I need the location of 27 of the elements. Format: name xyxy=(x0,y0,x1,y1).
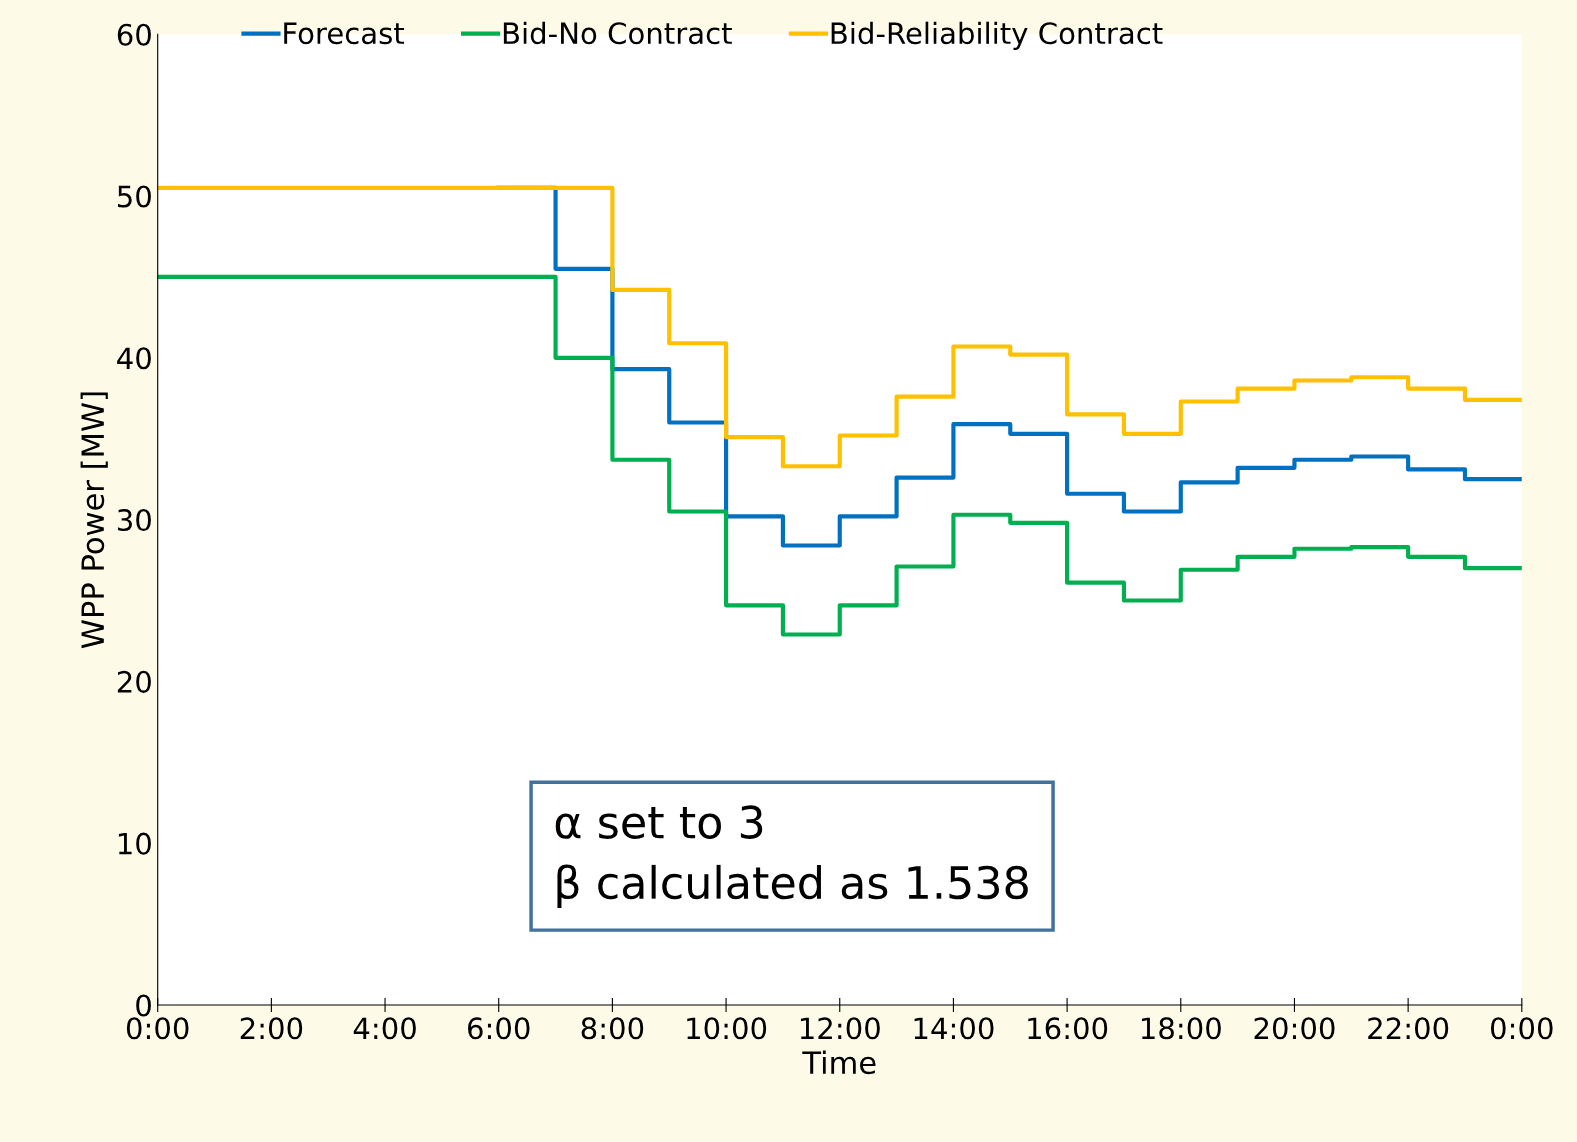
x-tick-label: 0:00 xyxy=(1490,1017,1553,1040)
y-tick-label: 0 xyxy=(136,994,151,1017)
x-tick-label: 2:00 xyxy=(240,1017,303,1040)
x-tick-label: 6:00 xyxy=(468,1017,530,1040)
x-tick-label: 16:00 xyxy=(1028,1017,1108,1040)
x-tick-label: 8:00 xyxy=(581,1017,644,1040)
y-tick-label: 20 xyxy=(117,670,151,693)
x-tick-label: 14:00 xyxy=(914,1017,994,1040)
x-tick-label: 18:00 xyxy=(1141,1017,1221,1040)
x-axis-title: Time xyxy=(802,1050,876,1075)
y-tick-label: 30 xyxy=(117,509,151,532)
y-tick-label: 60 xyxy=(117,23,151,46)
legend-label: Bid-Reliability Contract xyxy=(831,21,1163,50)
x-tick-label: 22:00 xyxy=(1368,1017,1449,1040)
x-tick-label: 0:00 xyxy=(126,1017,189,1040)
y-axis-title: WPP Power [MW] xyxy=(80,392,108,649)
y-tick-label: 10 xyxy=(118,832,151,855)
annotation: α set to 3 xyxy=(555,805,763,839)
x-tick-label: 20:00 xyxy=(1254,1017,1335,1040)
x-tick-label: 4:00 xyxy=(353,1017,416,1040)
x-tick-label: 10:00 xyxy=(687,1017,767,1040)
y-tick-label: 40 xyxy=(117,347,151,370)
legend-label: Forecast xyxy=(284,22,405,45)
y-tick-label: 50 xyxy=(117,185,151,208)
x-tick-label: 12:00 xyxy=(800,1017,880,1040)
legend-label: Bid-No Contract xyxy=(503,21,732,45)
annotation: β calculated as 1.538 xyxy=(557,864,1028,908)
